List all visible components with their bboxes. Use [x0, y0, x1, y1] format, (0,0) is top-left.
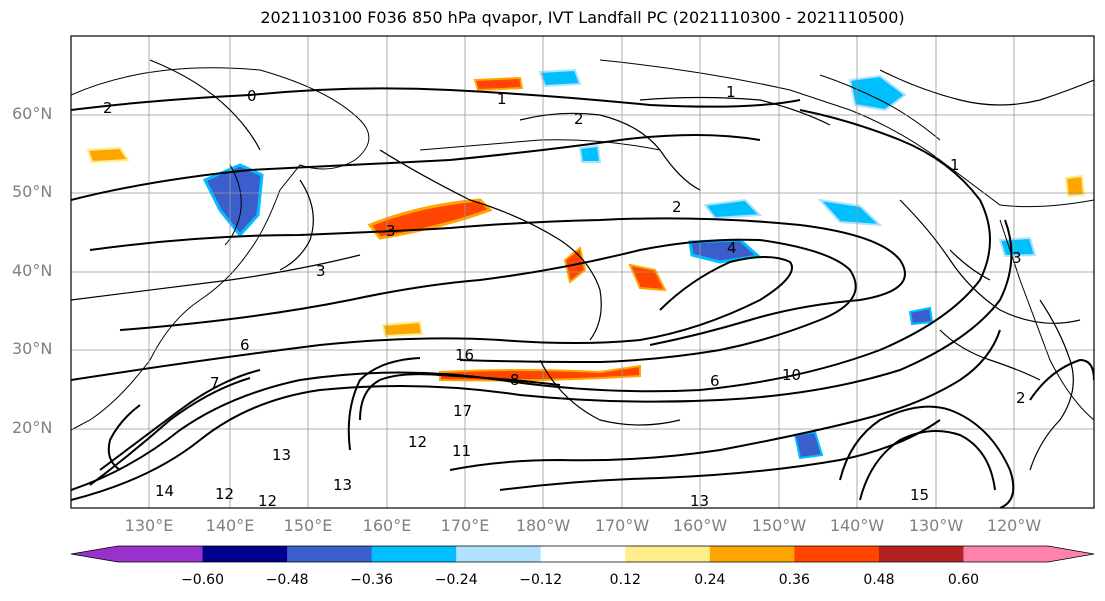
contour-label: 14 — [155, 482, 174, 500]
shade-orange-patch — [473, 76, 524, 92]
shade-blue-small — [578, 144, 602, 163]
contour-label: 2 — [1016, 389, 1026, 407]
lon-label: 160°E — [362, 516, 412, 535]
shade-orange-band — [367, 198, 493, 240]
colorbar-segment — [540, 546, 626, 562]
lon-label: 130°W — [908, 516, 964, 535]
colorbar-tick-label: 0.60 — [947, 572, 980, 588]
colorbar-segment — [371, 546, 457, 562]
lat-label: 60°N — [12, 104, 53, 123]
shade-orange-ne — [1064, 174, 1086, 198]
contour-label: 12 — [215, 485, 234, 503]
lat-label: 20°N — [12, 418, 53, 437]
colorbar-segment — [202, 546, 288, 562]
colorbar-segment — [709, 546, 795, 562]
contour-label: 8 — [510, 371, 520, 389]
lon-label: 180°W — [515, 516, 571, 535]
colorbar-tick-label: 0.36 — [778, 572, 810, 588]
colorbar-tick-label: −0.36 — [350, 572, 394, 588]
contour-label: 16 — [455, 346, 474, 364]
lat-label: 50°N — [12, 182, 53, 201]
lon-label: 170°W — [594, 516, 650, 535]
contour-label: 3 — [386, 222, 396, 240]
contour-label: 15 — [910, 486, 929, 504]
lat-label: 30°N — [12, 339, 53, 358]
colorbar-tick-label: 0.24 — [694, 572, 726, 588]
contour-label: 1 — [726, 83, 736, 101]
moisture-contours — [71, 59, 1094, 471]
contour-label: 12 — [258, 492, 277, 510]
contour-label: 12 — [408, 433, 427, 451]
lon-label: 130°E — [124, 516, 174, 535]
lon-label: 140°E — [205, 516, 255, 535]
colorbar-arrow-right — [1048, 546, 1094, 562]
ivt-contours — [71, 87, 1094, 508]
colorbar — [70, 545, 1095, 563]
map-frame — [70, 35, 1095, 509]
colorbar-tick-label: −0.48 — [265, 572, 309, 588]
colorbar-tick-label: −0.60 — [181, 572, 224, 588]
contour-label: 11 — [452, 442, 471, 460]
contour-label: 1 — [497, 90, 507, 108]
colorbar-segment — [878, 546, 964, 562]
lon-label: 150°E — [283, 516, 333, 535]
colorbar-tick-label: −0.12 — [519, 572, 563, 588]
contour-label: 2 — [574, 110, 584, 128]
colorbar-arrow-left — [71, 546, 118, 562]
contour-label: 2 — [103, 99, 113, 117]
map-layers — [71, 36, 1094, 508]
shade-blue-sw — [908, 306, 934, 326]
contour-label: 2 — [672, 198, 682, 216]
colorbar-tick-label: 0.12 — [609, 572, 641, 588]
colorbar-outline — [70, 545, 1095, 563]
shade-blue-gulf — [703, 198, 763, 220]
contour-label: 10 — [782, 366, 801, 384]
colorbar-segment — [963, 546, 1049, 562]
shade-blue-east — [817, 198, 883, 227]
contour-label: 7 — [210, 374, 220, 392]
contour-label: 1 — [950, 156, 960, 174]
shade-blue-japan — [202, 163, 264, 238]
contour-label: 3 — [1012, 249, 1022, 267]
contour-label: 3 — [316, 262, 326, 280]
shade-orange-small2 — [628, 263, 667, 292]
contour-label: 6 — [240, 336, 250, 354]
colorbar-segment — [794, 546, 880, 562]
lat-label: 40°N — [12, 261, 53, 280]
graticule — [71, 36, 1094, 508]
colorbar-tick-label: −0.24 — [434, 572, 478, 588]
shade-orange-west — [381, 320, 424, 338]
lon-label: 150°W — [751, 516, 807, 535]
contour-label: 6 — [710, 372, 720, 390]
shade-blue-ne — [998, 236, 1037, 258]
colorbar-segment — [456, 546, 542, 562]
shade-orange-jet — [439, 364, 641, 382]
lon-label: 160°W — [672, 516, 728, 535]
shade-blue-alaska — [848, 74, 907, 112]
anomaly-shading — [86, 68, 1086, 460]
contour-label: 4 — [727, 239, 737, 257]
shade-blue-north — [538, 68, 582, 88]
colorbar-segment — [625, 546, 711, 562]
contour-label: 17 — [453, 402, 472, 420]
colorbar-tick-label: 0.48 — [863, 572, 895, 588]
lon-label: 120°W — [986, 516, 1042, 535]
colorbar-segment — [118, 546, 204, 562]
lon-label: 170°E — [440, 516, 490, 535]
contour-label: 13 — [333, 476, 352, 494]
contour-label: 13 — [690, 492, 709, 510]
colorbar-segment — [287, 546, 373, 562]
contour-label: 0 — [247, 87, 257, 105]
contour-label: 13 — [272, 446, 291, 464]
map-title: 2021103100 F036 850 hPa qvapor, IVT Land… — [260, 8, 905, 27]
lon-label: 140°W — [829, 516, 885, 535]
contour-labels: 2 0 1 2 1 2 3 3 3 4 2 6 6 7 8 10 11 12 1… — [103, 83, 1026, 510]
shade-orange-nw — [86, 146, 130, 164]
